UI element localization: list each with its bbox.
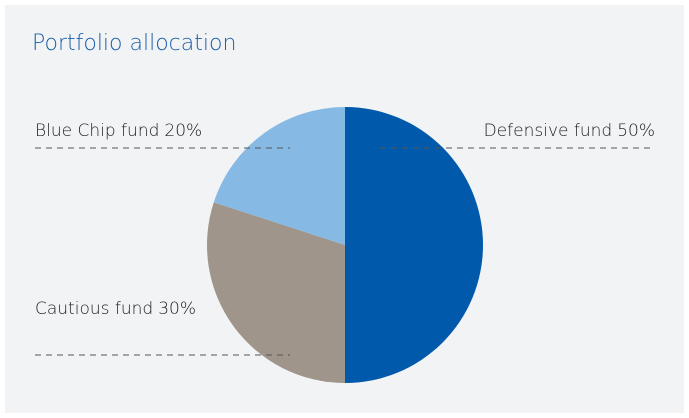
- slice-value: 50%: [617, 121, 655, 141]
- pie-slice: [213, 107, 345, 245]
- slice-value: 30%: [158, 299, 196, 319]
- pie-slice: [345, 107, 483, 383]
- pie-slice: [207, 202, 345, 383]
- slice-value: 20%: [164, 121, 202, 141]
- slice-label: Blue Chip fund 20%: [35, 121, 202, 141]
- chart-title: Portfolio allocation: [32, 31, 236, 56]
- slice-name: Cautious fund: [35, 299, 153, 319]
- slice-name: Defensive fund: [484, 121, 613, 141]
- slice-name: Blue Chip fund: [35, 121, 159, 141]
- slice-label: Cautious fund 30%: [35, 299, 196, 319]
- slice-label: Defensive fund 50%: [484, 121, 655, 141]
